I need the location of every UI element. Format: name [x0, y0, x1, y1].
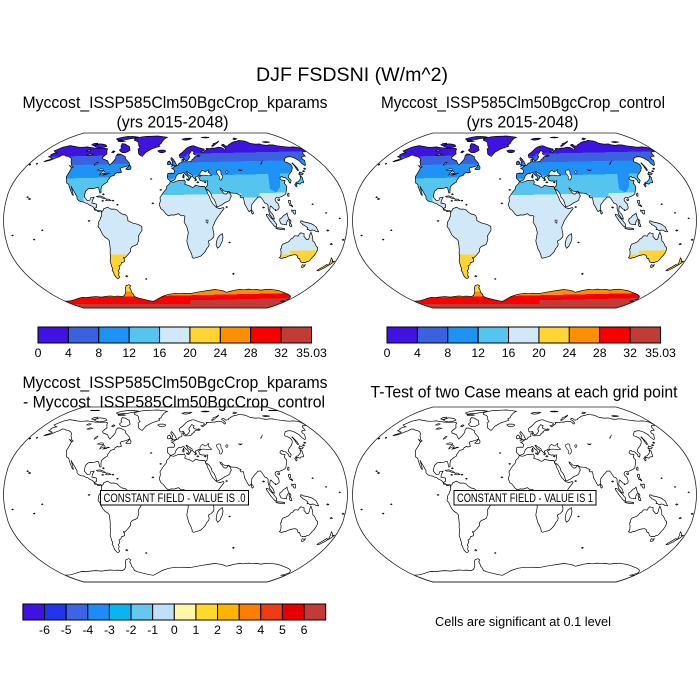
svg-text:CONSTANT FIELD - VALUE IS .0: CONSTANT FIELD - VALUE IS .0	[104, 491, 246, 505]
svg-text:3: 3	[236, 623, 243, 637]
svg-text:16: 16	[502, 346, 516, 360]
svg-text:35.03: 35.03	[645, 346, 676, 360]
svg-text:T-Test of two Case means at ea: T-Test of two Case means at each grid po…	[371, 383, 678, 402]
svg-text:Myccost_ISSP585Clm50BgcCrop_kp: Myccost_ISSP585Clm50BgcCrop_kparams	[23, 93, 328, 112]
svg-text:-3: -3	[104, 623, 115, 637]
svg-text:20: 20	[183, 346, 197, 360]
svg-text:6: 6	[301, 623, 308, 637]
svg-text:12: 12	[122, 346, 136, 360]
svg-text:-6: -6	[39, 623, 50, 637]
svg-text:CONSTANT FIELD - VALUE IS 1: CONSTANT FIELD - VALUE IS 1	[457, 491, 593, 505]
svg-text:24: 24	[562, 346, 576, 360]
svg-text:-5: -5	[61, 623, 72, 637]
svg-text:32: 32	[274, 346, 288, 360]
svg-text:28: 28	[244, 346, 258, 360]
svg-text:(yrs 2015-2048): (yrs 2015-2048)	[467, 113, 579, 132]
svg-text:20: 20	[532, 346, 546, 360]
svg-text:(yrs 2015-2048): (yrs 2015-2048)	[117, 113, 229, 132]
svg-text:2: 2	[214, 623, 221, 637]
svg-text:-1: -1	[147, 623, 158, 637]
svg-text:Myccost_ISSP585Clm50BgcCrop_kp: Myccost_ISSP585Clm50BgcCrop_kparams	[23, 373, 328, 392]
svg-text:16: 16	[153, 346, 167, 360]
svg-text:4: 4	[414, 346, 421, 360]
svg-text:28: 28	[593, 346, 607, 360]
svg-text:0: 0	[35, 346, 42, 360]
svg-text:8: 8	[444, 346, 451, 360]
svg-text:Cells are significant at 0.1 l: Cells are significant at 0.1 level	[435, 614, 611, 629]
svg-text:DJF FSDSNI (W/m^2): DJF FSDSNI (W/m^2)	[256, 65, 448, 86]
svg-text:- Myccost_ISSP585Clm50BgcCrop_: - Myccost_ISSP585Clm50BgcCrop_control	[23, 393, 325, 412]
svg-text:12: 12	[471, 346, 485, 360]
svg-text:1: 1	[193, 623, 200, 637]
svg-text:-2: -2	[126, 623, 137, 637]
svg-text:-4: -4	[82, 623, 93, 637]
svg-text:Myccost_ISSP585Clm50BgcCrop_co: Myccost_ISSP585Clm50BgcCrop_control	[381, 93, 665, 112]
svg-text:4: 4	[65, 346, 72, 360]
svg-text:0: 0	[384, 346, 391, 360]
svg-text:4: 4	[257, 623, 264, 637]
svg-text:8: 8	[95, 346, 102, 360]
svg-text:5: 5	[279, 623, 286, 637]
svg-text:24: 24	[213, 346, 227, 360]
svg-text:35.03: 35.03	[296, 346, 327, 360]
svg-text:32: 32	[623, 346, 637, 360]
svg-text:0: 0	[171, 623, 178, 637]
